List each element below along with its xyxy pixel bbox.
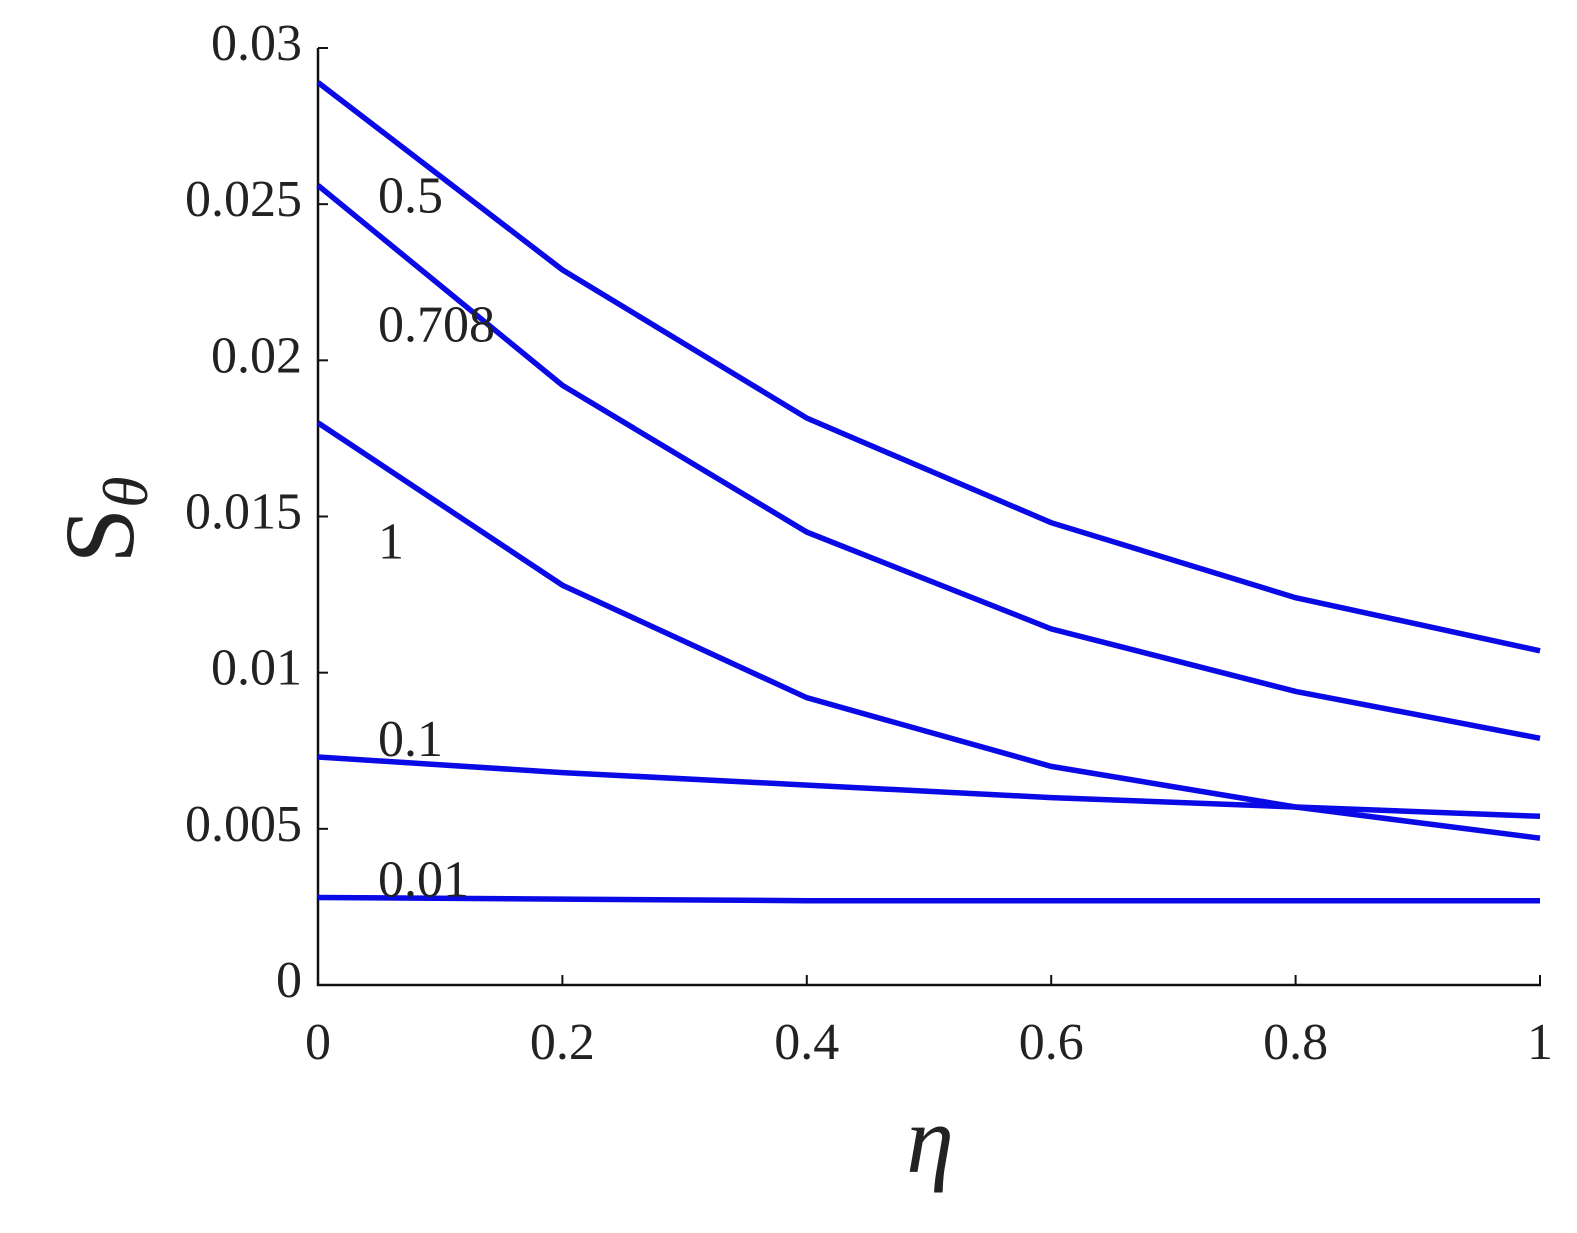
- y-tick-label: 0: [276, 952, 302, 1009]
- y-axis-label: Sθ: [44, 476, 161, 563]
- series-label: 1: [378, 514, 404, 571]
- y-tick-label: 0.01: [211, 640, 302, 697]
- y-tick-label: 0.02: [211, 327, 302, 384]
- series-label: 0.01: [378, 851, 469, 908]
- y-label-subscript: θ: [90, 476, 161, 507]
- series-label: 0.708: [378, 296, 495, 353]
- x-tick-label: 0.2: [530, 1014, 595, 1071]
- x-tick-label: 0: [305, 1014, 331, 1071]
- y-label-main: S: [44, 508, 155, 564]
- y-tick-label: 0.03: [211, 15, 302, 72]
- series-label: 0.1: [378, 711, 443, 768]
- y-tick-label: 0.015: [185, 483, 302, 540]
- x-tick-label: 0.8: [1263, 1014, 1328, 1071]
- x-tick-label: 0.4: [774, 1014, 839, 1071]
- series-line: [316, 420, 1541, 841]
- x-tick-label: 0.6: [1019, 1014, 1084, 1071]
- series-line: [317, 894, 1540, 904]
- y-tick-label: 0.005: [185, 796, 302, 853]
- y-tick-label: 0.025: [185, 171, 302, 228]
- series-line: [316, 80, 1541, 654]
- series-line: [317, 754, 1541, 820]
- series-label: 0.5: [378, 167, 443, 224]
- x-axis-label: η: [906, 1086, 954, 1193]
- series-line: [316, 183, 1541, 742]
- x-tick-label: 1: [1527, 1014, 1553, 1071]
